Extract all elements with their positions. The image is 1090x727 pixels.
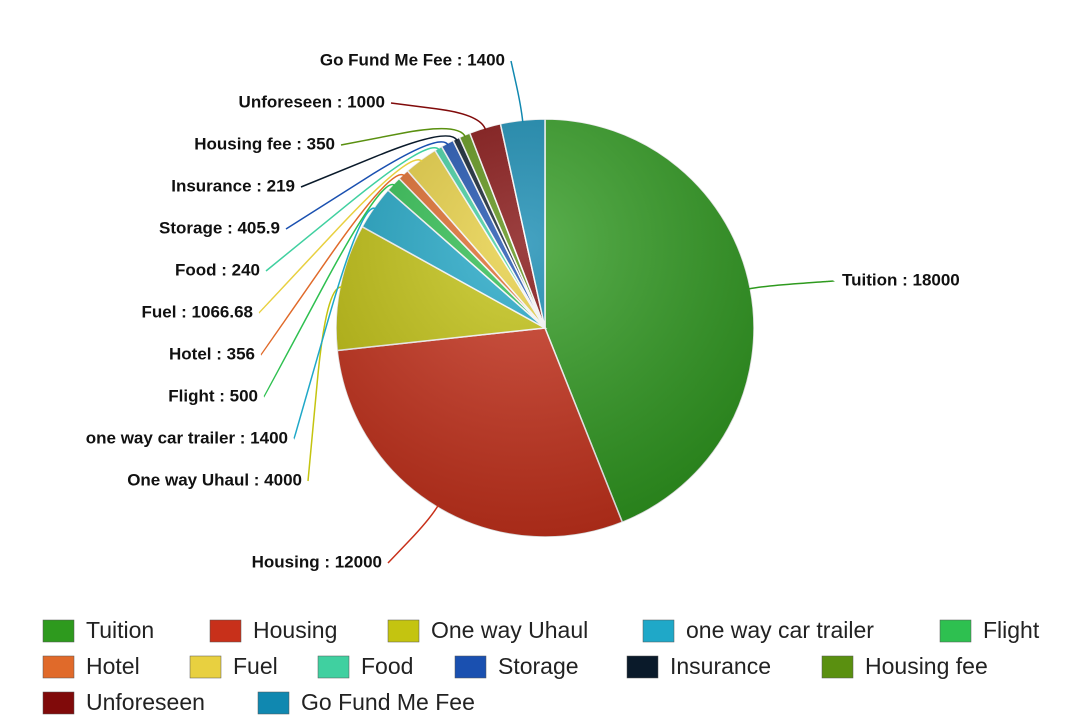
leader-line xyxy=(260,173,406,356)
legend-swatch xyxy=(209,619,242,643)
labels: Tuition : 18000 Housing : 12000 One way Uh… xyxy=(86,50,960,571)
legend-swatch xyxy=(42,691,75,715)
leader-line xyxy=(390,102,487,131)
pie xyxy=(335,118,755,538)
legend-swatch xyxy=(454,655,487,679)
leader-line xyxy=(263,183,396,398)
data-label: Food : 240 xyxy=(175,260,260,279)
legend-swatch xyxy=(626,655,659,679)
legend-label: One way Uhaul xyxy=(431,617,588,643)
legend-label: Tuition xyxy=(86,617,154,643)
legend-label: Unforeseen xyxy=(86,689,205,715)
data-label: one way car trailer : 1400 xyxy=(86,428,288,447)
data-label: Flight : 500 xyxy=(168,386,258,405)
legend-swatch xyxy=(257,691,290,715)
data-label: Tuition : 18000 xyxy=(842,270,960,289)
legend-label: Flight xyxy=(983,617,1040,643)
legend-label: Insurance xyxy=(670,653,771,679)
legend-label: Housing fee xyxy=(865,653,988,679)
data-label: Unforeseen : 1000 xyxy=(239,92,385,111)
data-label: Fuel : 1066.68 xyxy=(141,302,253,321)
leader-line xyxy=(258,159,423,314)
legend-label: Hotel xyxy=(86,653,140,679)
legend-swatch xyxy=(821,655,854,679)
data-label: Housing fee : 350 xyxy=(194,134,335,153)
leader-line xyxy=(285,141,449,230)
leader-line xyxy=(307,286,343,482)
legend-label: Food xyxy=(361,653,413,679)
leader-line xyxy=(340,127,466,146)
legend-label: Fuel xyxy=(233,653,278,679)
legend-swatch xyxy=(387,619,420,643)
legend-label: one way car trailer xyxy=(686,617,874,643)
legend: Tuition Housing One way Uhaul one way car t… xyxy=(42,617,1040,715)
legend-swatch xyxy=(642,619,675,643)
legend-label: Storage xyxy=(498,653,579,679)
leader-line xyxy=(748,280,835,290)
legend-swatch xyxy=(42,655,75,679)
data-label: Housing : 12000 xyxy=(252,552,382,571)
data-label: Storage : 405.9 xyxy=(159,218,280,237)
data-label: One way Uhaul : 4000 xyxy=(127,470,302,489)
data-label: Hotel : 356 xyxy=(169,344,255,363)
legend-label: Go Fund Me Fee xyxy=(301,689,475,715)
leader-line xyxy=(300,135,458,188)
legend-swatch xyxy=(189,655,222,679)
leader-line xyxy=(293,207,377,440)
data-label: Insurance : 219 xyxy=(171,176,295,195)
legend-label: Housing xyxy=(253,617,337,643)
leader-line xyxy=(510,60,524,123)
leader-line xyxy=(387,504,439,564)
data-label: Go Fund Me Fee : 1400 xyxy=(320,50,505,69)
leader-line xyxy=(265,147,440,272)
legend-swatch xyxy=(42,619,75,643)
legend-swatch xyxy=(317,655,350,679)
legend-swatch xyxy=(939,619,972,643)
